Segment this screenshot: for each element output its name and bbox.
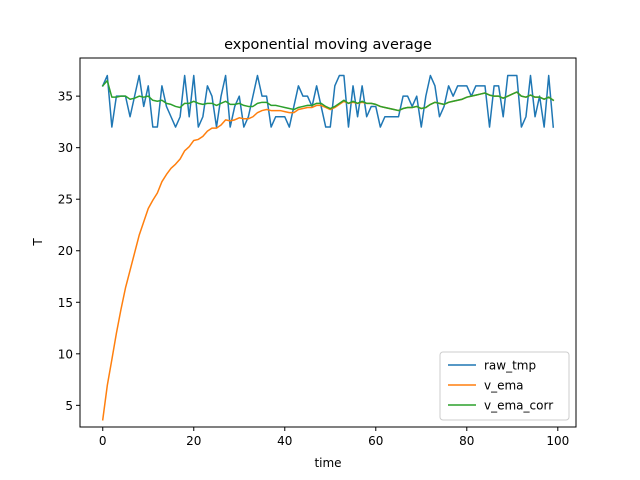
x-tick-label: 0 [99,434,107,448]
chart-title: exponential moving average [224,37,432,53]
y-tick-label: 25 [58,193,73,207]
series-line-v-ema-corr [101,79,555,112]
legend-label-v-ema-corr: v_ema_corr [484,399,553,413]
y-tick-label: 20 [58,244,73,258]
x-tick-label: 20 [186,434,201,448]
y-axis: 5 10 15 20 25 30 35 [58,90,80,413]
x-tick-label: 100 [546,434,569,448]
legend-label-v-ema: v_ema [484,379,524,393]
series-line-raw-tmp [101,74,555,128]
x-axis: 0 20 40 60 80 100 [99,427,569,448]
y-tick-label: 10 [58,347,73,361]
axes-frame [79,57,577,428]
x-axis-label: time [314,456,341,470]
x-tick-label: 80 [459,434,474,448]
x-tick-label: 60 [368,434,383,448]
y-tick-label: 30 [58,141,73,155]
legend-label-raw-tmp: raw_tmp [484,359,536,373]
y-axis-label: T [31,238,45,247]
plot-area [79,57,577,428]
x-tick-label: 40 [277,434,292,448]
y-tick-label: 15 [58,296,73,310]
y-tick-label: 5 [65,399,73,413]
legend: raw_tmp v_ema v_ema_corr [439,351,570,421]
y-tick-label: 35 [58,90,73,104]
legend-box [439,351,570,421]
series-layer [101,74,555,421]
